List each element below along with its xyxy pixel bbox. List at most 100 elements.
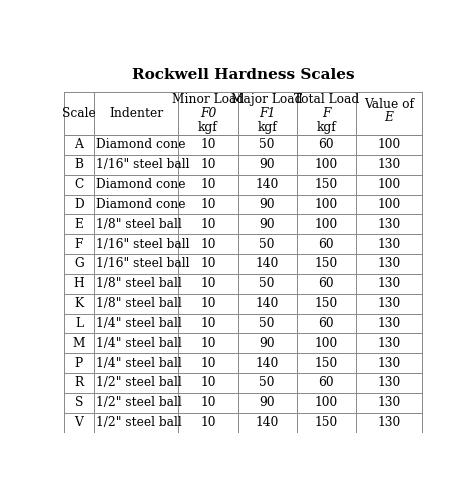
- Text: Major Load: Major Load: [231, 93, 303, 106]
- Text: 130: 130: [377, 337, 401, 350]
- Text: 1/4" steel ball: 1/4" steel ball: [96, 337, 182, 350]
- Text: 90: 90: [259, 198, 275, 211]
- Text: Diamond cone: Diamond cone: [96, 178, 186, 191]
- Text: Rockwell Hardness Scales: Rockwell Hardness Scales: [132, 68, 354, 82]
- Text: 10: 10: [200, 337, 216, 350]
- Text: 100: 100: [315, 158, 338, 171]
- Text: 130: 130: [377, 377, 401, 389]
- Text: 130: 130: [377, 317, 401, 330]
- Text: A: A: [74, 139, 83, 152]
- Text: C: C: [74, 178, 83, 191]
- Text: 90: 90: [259, 396, 275, 409]
- Text: Diamond cone: Diamond cone: [96, 139, 186, 152]
- Text: 50: 50: [259, 278, 275, 290]
- Text: 130: 130: [377, 416, 401, 429]
- Text: 10: 10: [200, 178, 216, 191]
- Text: S: S: [75, 396, 83, 409]
- Text: 10: 10: [200, 278, 216, 290]
- Text: 100: 100: [377, 198, 401, 211]
- Text: Total Load: Total Load: [294, 93, 359, 106]
- Text: 60: 60: [319, 139, 334, 152]
- Text: 100: 100: [377, 178, 401, 191]
- Text: 10: 10: [200, 297, 216, 310]
- Text: F1: F1: [259, 107, 275, 120]
- Text: 130: 130: [377, 396, 401, 409]
- Text: 90: 90: [259, 218, 275, 231]
- Text: 100: 100: [377, 139, 401, 152]
- Text: 90: 90: [259, 158, 275, 171]
- Text: Scale: Scale: [62, 107, 96, 120]
- Text: 130: 130: [377, 357, 401, 370]
- Text: E: E: [74, 218, 83, 231]
- Text: kgf: kgf: [198, 121, 218, 134]
- Text: F0: F0: [200, 107, 216, 120]
- Text: 150: 150: [315, 258, 338, 270]
- Text: R: R: [74, 377, 83, 389]
- Text: 1/2" steel ball: 1/2" steel ball: [96, 396, 182, 409]
- Text: 130: 130: [377, 297, 401, 310]
- Text: L: L: [75, 317, 83, 330]
- Text: K: K: [74, 297, 83, 310]
- Text: 10: 10: [200, 416, 216, 429]
- Text: G: G: [74, 258, 84, 270]
- Text: 150: 150: [315, 357, 338, 370]
- Text: 1/16" steel ball: 1/16" steel ball: [96, 238, 190, 251]
- Text: 10: 10: [200, 238, 216, 251]
- Text: B: B: [74, 158, 83, 171]
- Text: 100: 100: [315, 337, 338, 350]
- Text: 140: 140: [255, 258, 279, 270]
- Text: 10: 10: [200, 218, 216, 231]
- Text: kgf: kgf: [317, 121, 336, 134]
- Text: Minor Load: Minor Load: [172, 93, 244, 106]
- Text: kgf: kgf: [257, 121, 277, 134]
- Text: 60: 60: [319, 317, 334, 330]
- Text: M: M: [73, 337, 85, 350]
- Text: 10: 10: [200, 396, 216, 409]
- Text: 10: 10: [200, 258, 216, 270]
- Text: 1/8" steel ball: 1/8" steel ball: [96, 297, 182, 310]
- Text: 10: 10: [200, 158, 216, 171]
- Text: Diamond cone: Diamond cone: [96, 198, 186, 211]
- Text: 100: 100: [315, 396, 338, 409]
- Text: 150: 150: [315, 416, 338, 429]
- Text: 10: 10: [200, 357, 216, 370]
- Text: 100: 100: [315, 218, 338, 231]
- Text: 50: 50: [259, 377, 275, 389]
- Text: 150: 150: [315, 178, 338, 191]
- Text: 140: 140: [255, 297, 279, 310]
- Text: 130: 130: [377, 278, 401, 290]
- Text: 1/16" steel ball: 1/16" steel ball: [96, 158, 190, 171]
- Text: 10: 10: [200, 198, 216, 211]
- Text: 1/4" steel ball: 1/4" steel ball: [96, 317, 182, 330]
- Text: 1/4" steel ball: 1/4" steel ball: [96, 357, 182, 370]
- Text: 140: 140: [255, 178, 279, 191]
- Text: 60: 60: [319, 377, 334, 389]
- Text: 130: 130: [377, 258, 401, 270]
- Text: 50: 50: [259, 317, 275, 330]
- Text: 60: 60: [319, 278, 334, 290]
- Text: 10: 10: [200, 139, 216, 152]
- Text: Value of: Value of: [364, 98, 414, 110]
- Text: 140: 140: [255, 416, 279, 429]
- Text: 130: 130: [377, 218, 401, 231]
- Text: Indenter: Indenter: [109, 107, 164, 120]
- Text: 130: 130: [377, 158, 401, 171]
- Text: 140: 140: [255, 357, 279, 370]
- Text: 10: 10: [200, 317, 216, 330]
- Text: H: H: [73, 278, 84, 290]
- Text: 1/2" steel ball: 1/2" steel ball: [96, 416, 182, 429]
- Text: 60: 60: [319, 238, 334, 251]
- Text: 10: 10: [200, 377, 216, 389]
- Text: 1/2" steel ball: 1/2" steel ball: [96, 377, 182, 389]
- Text: 50: 50: [259, 238, 275, 251]
- Text: E: E: [384, 111, 393, 124]
- Text: 1/8" steel ball: 1/8" steel ball: [96, 278, 182, 290]
- Text: 1/8" steel ball: 1/8" steel ball: [96, 218, 182, 231]
- Text: 1/16" steel ball: 1/16" steel ball: [96, 258, 190, 270]
- Text: V: V: [74, 416, 83, 429]
- Text: 150: 150: [315, 297, 338, 310]
- Text: P: P: [75, 357, 83, 370]
- Text: 100: 100: [315, 198, 338, 211]
- Text: D: D: [74, 198, 84, 211]
- Text: 90: 90: [259, 337, 275, 350]
